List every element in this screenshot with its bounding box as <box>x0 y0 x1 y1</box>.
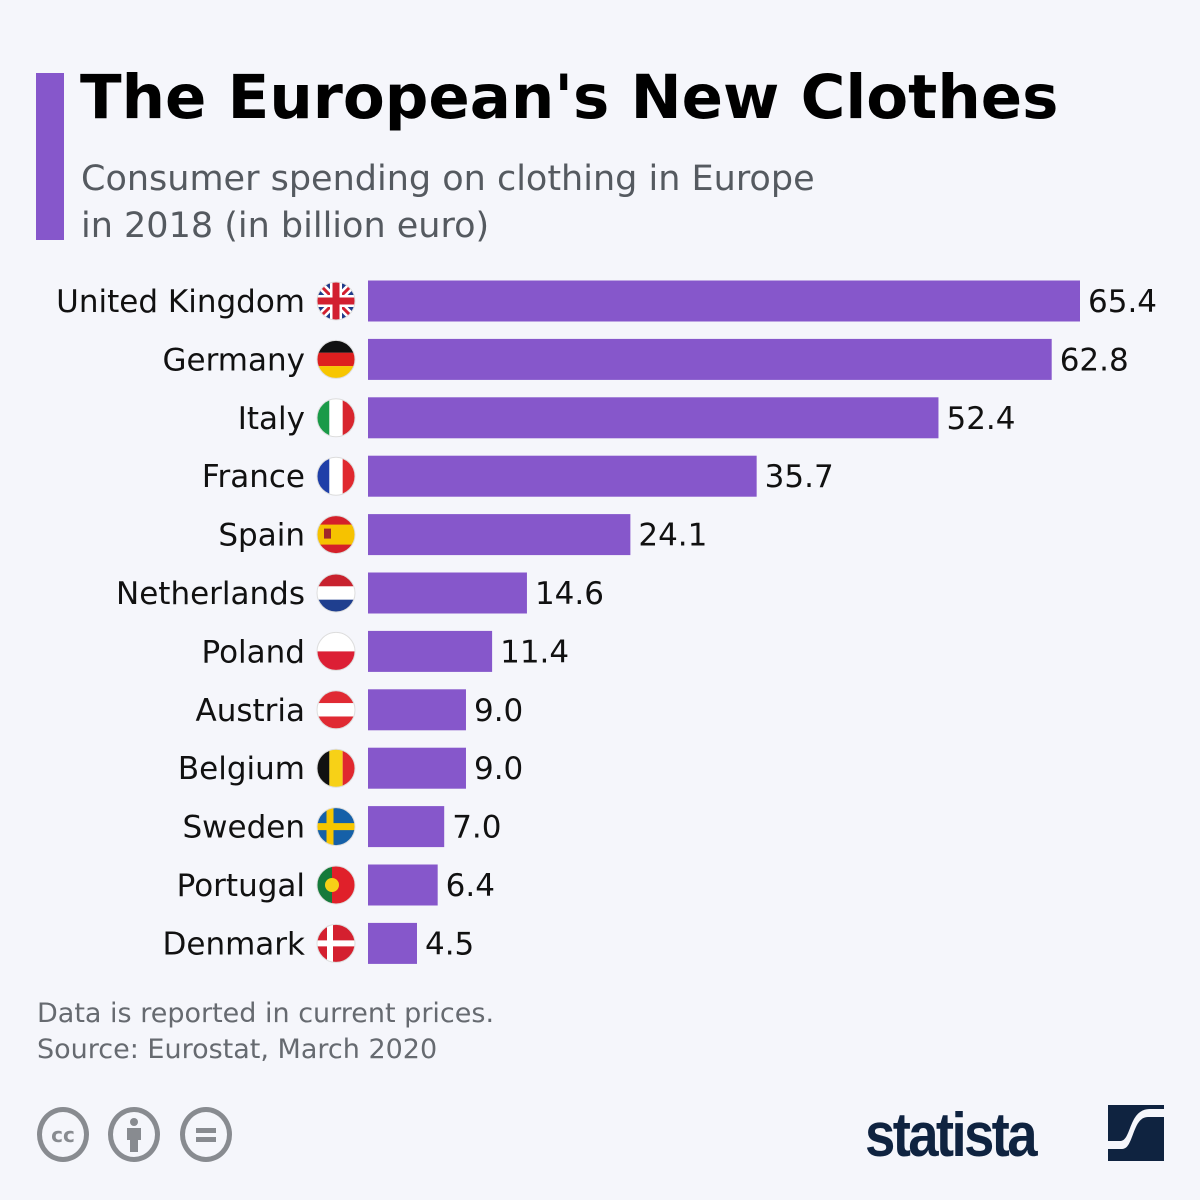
bar-row: Portugal 6.4 <box>177 864 495 906</box>
bar-row: Poland 11.4 <box>202 630 569 672</box>
bar-chart: United Kingdom 65.4 Germany 62.8 Italy 52.4 Fr… <box>56 280 1157 964</box>
subtitle-line-2: in 2018 (in billion euro) <box>81 206 490 246</box>
flag-se-icon <box>316 807 356 847</box>
bar-row: Germany 62.8 <box>163 338 1129 380</box>
subtitle-line-1: Consumer spending on clothing in Europe <box>81 159 815 199</box>
value-label: 35.7 <box>765 459 834 495</box>
flag-pl-icon <box>316 631 356 671</box>
bar-row: Denmark 4.5 <box>163 922 474 964</box>
bar-row: Belgium 9.0 <box>178 747 523 789</box>
chart-title: The European's New Clothes <box>80 62 1059 133</box>
flag-fr-icon <box>316 456 356 496</box>
bar <box>368 630 493 672</box>
flag-pt-icon <box>316 865 356 905</box>
bar <box>368 864 438 906</box>
footnote-block: Data is reported in current prices. Sour… <box>37 996 494 1068</box>
category-label: Poland <box>202 634 306 670</box>
footnote: Data is reported in current prices. <box>37 998 495 1029</box>
bar-row: Spain 24.1 <box>218 514 707 556</box>
value-label: 9.0 <box>474 693 523 729</box>
bar <box>368 455 757 497</box>
chart-subtitle: Consumer spending on clothing in Europe … <box>81 156 901 250</box>
statista-logo-mark <box>1108 1105 1164 1161</box>
category-label: France <box>202 459 305 495</box>
bar <box>368 806 445 848</box>
flag-nl-icon <box>316 573 356 613</box>
bar <box>368 747 466 789</box>
bar-row: Netherlands 14.6 <box>116 572 604 614</box>
value-label: 52.4 <box>946 401 1015 437</box>
value-label: 6.4 <box>446 868 495 904</box>
source: Source: Eurostat, March 2020 <box>37 1034 438 1065</box>
value-label: 65.4 <box>1088 284 1157 320</box>
category-label: Denmark <box>163 926 306 962</box>
bar-row: Italy 52.4 <box>238 397 1016 439</box>
flag-uk-icon <box>316 281 356 321</box>
bar <box>368 397 939 439</box>
bar <box>368 514 631 556</box>
category-label: Germany <box>163 342 305 378</box>
bar <box>368 689 466 731</box>
value-label: 11.4 <box>500 634 569 670</box>
attribution-icon <box>108 1107 160 1162</box>
bar <box>368 572 527 614</box>
bar-row: France 35.7 <box>202 455 834 497</box>
value-label: 14.6 <box>535 576 604 612</box>
value-label: 9.0 <box>474 751 523 787</box>
bar-row: Austria 9.0 <box>195 689 523 731</box>
category-label: Italy <box>238 401 305 437</box>
title-accent-bar <box>36 73 64 240</box>
category-label: Portugal <box>177 868 305 904</box>
bar-row: Sweden 7.0 <box>182 806 502 848</box>
bar <box>368 338 1052 380</box>
category-label: Netherlands <box>116 576 305 612</box>
category-label: Austria <box>195 693 305 729</box>
category-label: Belgium <box>178 751 305 787</box>
category-label: Spain <box>218 518 305 554</box>
no-derivatives-icon <box>180 1107 232 1162</box>
statista-logo[interactable]: statista <box>865 1101 1038 1170</box>
flag-at-icon <box>316 690 356 730</box>
category-label: United Kingdom <box>56 284 305 320</box>
category-label: Sweden <box>182 810 305 846</box>
bar <box>368 922 417 964</box>
flag-it-icon <box>316 398 356 438</box>
value-label: 62.8 <box>1060 342 1129 378</box>
value-label: 4.5 <box>425 926 474 962</box>
flag-de-icon <box>316 339 356 379</box>
flag-dk-icon <box>316 923 356 963</box>
bar <box>368 280 1080 322</box>
value-label: 7.0 <box>452 810 501 846</box>
flag-es-icon <box>316 515 356 555</box>
flag-be-icon <box>316 748 356 788</box>
cc-icon: cc <box>37 1107 89 1162</box>
value-label: 24.1 <box>638 518 707 554</box>
bar-row: United Kingdom 65.4 <box>56 280 1157 322</box>
